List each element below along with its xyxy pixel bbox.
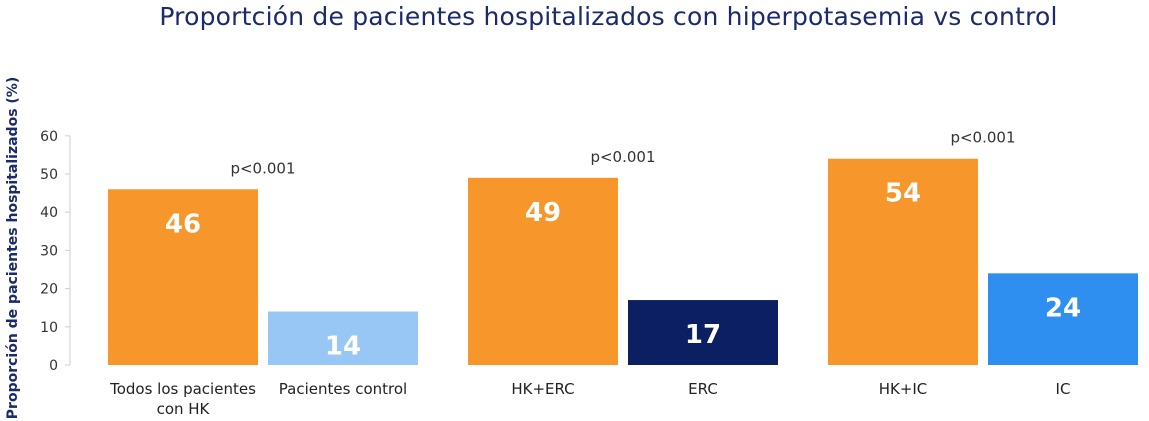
bar [108,189,258,365]
bar-value-label: 14 [325,332,361,362]
y-tick-label: 40 [40,205,58,221]
x-category-label: IC [1056,380,1071,398]
chart-title: Proportción de pacientes hospitalizados … [159,2,1058,31]
bar-value-label: 17 [685,320,721,350]
bar [268,311,418,365]
x-category-label: con HK [157,400,211,418]
y-tick-label: 60 [40,129,58,145]
p-value-annotation: p<0.001 [950,129,1015,147]
x-category-label: HK+IC [879,380,928,398]
bar-value-label: 54 [885,179,921,209]
x-category-label: HK+ERC [511,380,574,398]
y-tick-label: 20 [40,282,58,298]
x-category-label: ERC [688,380,718,398]
p-value-annotation: p<0.001 [590,148,655,166]
bar [988,273,1138,365]
p-value-annotation: p<0.001 [230,159,295,177]
x-category-label: Pacientes control [279,380,407,398]
y-tick-label: 30 [40,243,58,259]
y-axis-label: Proporción de pacientes hospitalizados (… [5,77,21,419]
bar [468,177,618,365]
bar-value-label: 24 [1045,293,1081,323]
bar [628,300,778,365]
x-category-label: Todos los pacientes [109,380,256,398]
y-tick-label: 0 [49,358,58,374]
bar [828,158,978,365]
bar-value-label: 46 [165,209,201,239]
y-tick-label: 10 [40,320,58,336]
bar-value-label: 49 [525,198,561,228]
y-tick-label: 50 [40,167,58,183]
